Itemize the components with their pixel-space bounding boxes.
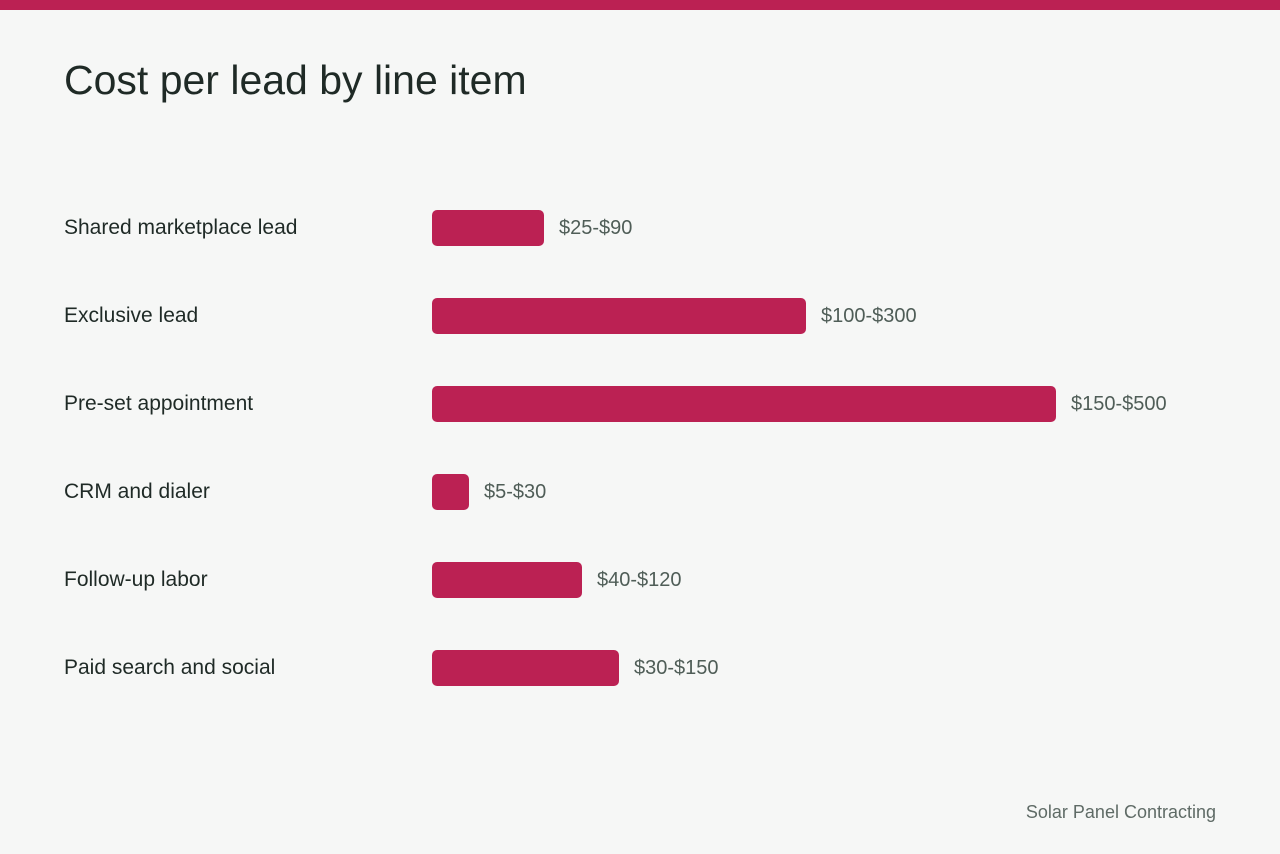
top-accent-strip bbox=[0, 0, 1280, 10]
bar-value-label: $5-$30 bbox=[484, 481, 547, 503]
bar-value-label: $150-$500 bbox=[1071, 393, 1167, 415]
category-label: Pre-set appointment bbox=[64, 392, 254, 415]
chart-title: Cost per lead by line item bbox=[64, 57, 527, 103]
footer-brand: Solar Panel Contracting bbox=[1025, 802, 1216, 822]
category-label: Paid search and social bbox=[64, 656, 276, 679]
bar-value-label: $100-$300 bbox=[821, 305, 917, 327]
category-label: CRM and dialer bbox=[64, 480, 210, 503]
bar bbox=[432, 474, 469, 510]
bar bbox=[432, 386, 1056, 422]
category-label: Follow-up labor bbox=[64, 568, 208, 591]
bar bbox=[432, 210, 544, 246]
bar bbox=[432, 298, 806, 334]
bar-value-label: $25-$90 bbox=[559, 217, 633, 239]
bar-value-label: $40-$120 bbox=[597, 569, 682, 591]
bar-value-label: $30-$150 bbox=[634, 657, 719, 679]
bar bbox=[432, 562, 582, 598]
category-label: Shared marketplace lead bbox=[64, 216, 298, 239]
bar bbox=[432, 650, 619, 686]
category-label: Exclusive lead bbox=[64, 304, 199, 327]
